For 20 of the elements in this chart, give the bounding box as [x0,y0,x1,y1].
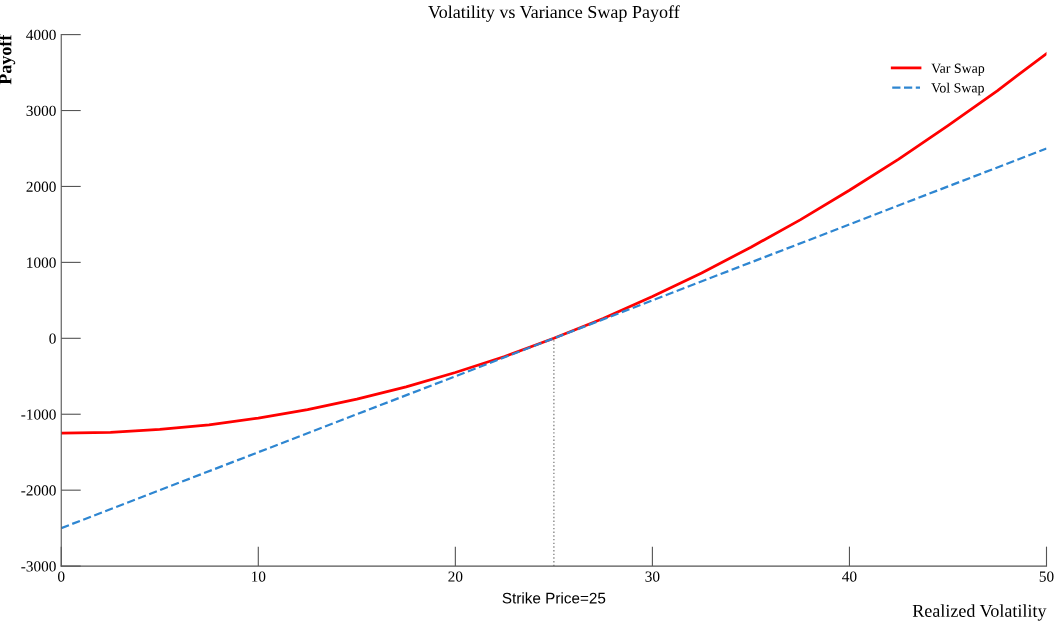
x-tick-label: 10 [252,571,266,582]
y-tick-label: 0 [49,333,56,344]
legend-label: Vol Swap [931,82,984,96]
legend-label: Var Swap [931,63,985,76]
y-tick-label: 1000 [27,257,56,268]
y-tick-label: -2000 [21,485,56,496]
x-tick-label: 50 [1039,571,1054,582]
chart-title: Volatility vs Variance Swap Payoff [428,5,680,22]
line-series [61,52,1047,435]
y-tick-label: -3000 [21,561,56,572]
x-tick-label: 0 [58,571,65,582]
y-tick-label: 3000 [26,105,56,116]
y-tick-label: -1000 [21,409,56,420]
x-tick-label: 30 [645,571,660,582]
y-tick-label: 2000 [26,181,56,192]
y-tick-label: 4000 [26,29,56,41]
ref-line-label: Strike Price=25 [502,592,606,604]
x-tick-label: 20 [448,571,463,582]
x-tick-label: 40 [842,571,857,582]
x-axis-title: Realized Volatility [912,604,1047,621]
